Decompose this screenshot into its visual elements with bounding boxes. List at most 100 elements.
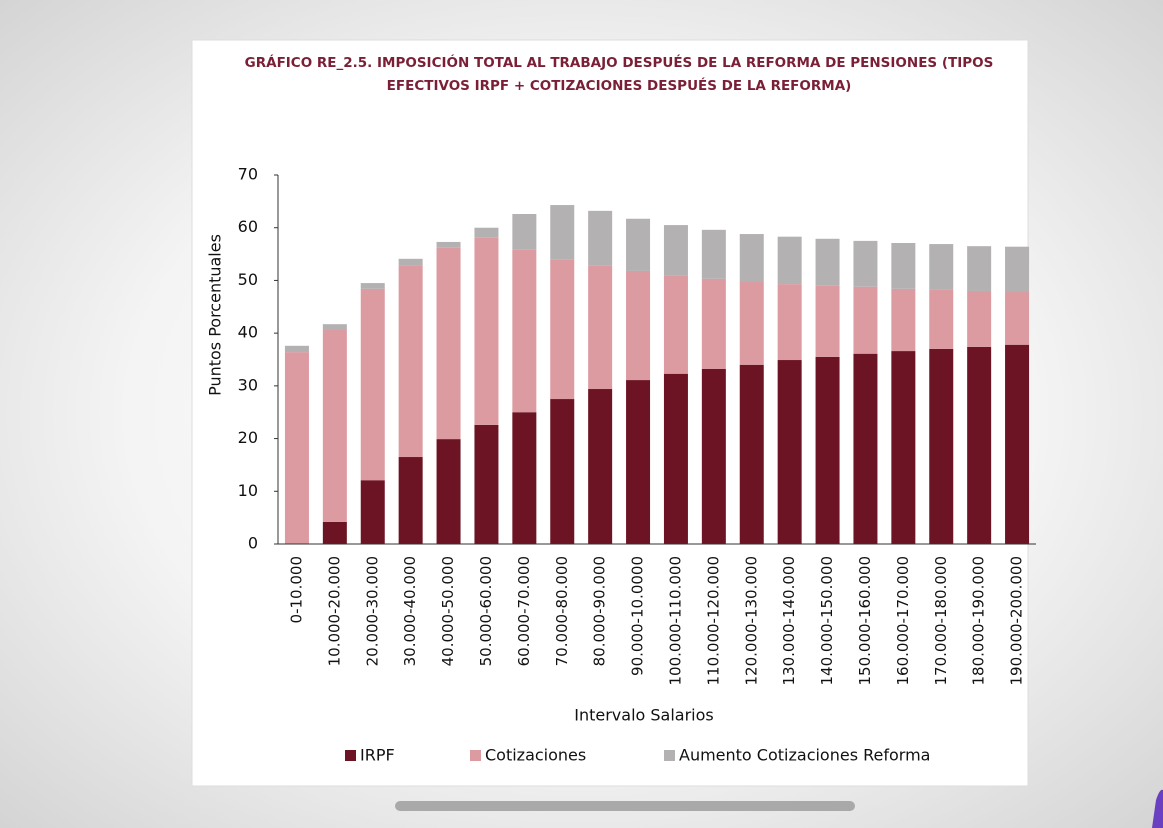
bar-segment [284, 352, 309, 544]
bar-segment [891, 351, 916, 544]
legend-label: Aumento Cotizaciones Reforma [679, 746, 930, 765]
legend-label: IRPF [360, 746, 395, 765]
x-tick-label: 30.000-40.000 [401, 556, 419, 666]
bar-segment [436, 247, 461, 440]
bar-segment [322, 329, 347, 522]
legend-label: Cotizaciones [485, 746, 586, 765]
x-tick-label: 80.000-90.000 [591, 556, 609, 666]
y-tick-label: 40 [238, 323, 258, 342]
bar-segment [853, 240, 878, 287]
bar-segment [474, 227, 499, 238]
bar-segment [739, 234, 764, 283]
legend-swatch [470, 750, 481, 761]
bar-segment [550, 259, 575, 400]
x-tick-label: 100.000-110.000 [666, 556, 684, 685]
bar-segment [777, 284, 802, 361]
bar-segment [739, 364, 764, 544]
bar-segment [550, 205, 575, 260]
x-tick-label: 150.000-160.000 [856, 556, 874, 685]
x-tick-label: 130.000-140.000 [780, 556, 798, 685]
bar-segment [398, 457, 423, 544]
corner-decoration [1152, 789, 1163, 828]
bar-segment [1005, 246, 1030, 293]
y-tick-label: 50 [238, 270, 258, 289]
bar-segment [701, 278, 726, 369]
y-axis-title: Puntos Porcentuales [206, 234, 225, 396]
x-tick-label: 20.000-30.000 [363, 556, 381, 666]
bar-segment [512, 249, 537, 413]
bar-segment [815, 285, 840, 357]
x-tick-label: 10.000-20.000 [325, 556, 343, 666]
bar-segment [588, 210, 613, 266]
bar-segment [967, 290, 992, 347]
bar-segment [739, 282, 764, 365]
scrollbar[interactable] [395, 801, 855, 811]
y-tick-label: 30 [238, 375, 258, 394]
x-tick-label: 110.000-120.000 [704, 556, 722, 685]
y-tick-label: 60 [238, 217, 258, 236]
x-tick-label: 190.000-200.000 [1008, 556, 1026, 685]
bar-segment [967, 346, 992, 544]
x-tick-label: 120.000-130.000 [742, 556, 760, 685]
bar-segment [929, 244, 954, 290]
bar-segment [929, 289, 954, 349]
x-tick-label: 140.000-150.000 [818, 556, 836, 685]
bar-segment [626, 218, 651, 271]
chart-title: EFECTIVOS IRPF + COTIZACIONES DESPUÉS DE… [387, 77, 852, 94]
y-tick-label: 20 [238, 428, 258, 447]
x-tick-label: 0-10.000 [287, 556, 305, 623]
bar-segment [1005, 292, 1030, 345]
x-axis-title: Intervalo Salarios [574, 706, 714, 725]
bar-segment [777, 360, 802, 544]
x-tick-label: 180.000-190.000 [970, 556, 988, 685]
bar-segment [663, 275, 688, 374]
x-tick-label: 40.000-50.000 [439, 556, 457, 666]
bar-segment [360, 480, 385, 544]
bar-segment [663, 225, 688, 276]
bar-segment [322, 324, 347, 330]
bar-segment [777, 236, 802, 285]
bar-segment [853, 286, 878, 354]
bar-segment [360, 288, 385, 481]
bar-segment [663, 373, 688, 544]
legend-swatch [664, 750, 675, 761]
bar-segment [626, 380, 651, 544]
bar-segment [398, 258, 423, 266]
bar-segment [550, 399, 575, 544]
bar-segment [284, 345, 309, 353]
bar-segment [512, 412, 537, 544]
x-tick-label: 170.000-180.000 [932, 556, 950, 685]
bar-segment [626, 270, 651, 381]
bar-segment [967, 246, 992, 291]
bar-segment [701, 368, 726, 544]
x-tick-label: 160.000-170.000 [894, 556, 912, 685]
bar-segment [588, 265, 613, 390]
bar-segment [512, 214, 537, 250]
bar-segment [360, 283, 385, 289]
y-tick-label: 10 [238, 481, 258, 500]
bar-segment [322, 521, 347, 544]
bar-segment [436, 439, 461, 544]
bar-segment [891, 288, 916, 352]
chart-title: GRÁFICO RE_2.5. IMPOSICIÓN TOTAL AL TRAB… [245, 53, 994, 71]
bar-segment [853, 353, 878, 544]
x-tick-label: 60.000-70.000 [515, 556, 533, 666]
bar-segment [815, 356, 840, 544]
bar-segment [815, 238, 840, 286]
bar-segment [891, 243, 916, 289]
x-tick-label: 90.000-10.0000 [629, 556, 647, 676]
bar-segment [474, 424, 499, 544]
bar-segment [398, 265, 423, 458]
bar-segment [701, 229, 726, 279]
bar-segment [474, 237, 499, 425]
bar-segment [1005, 344, 1030, 544]
x-tick-label: 50.000-60.000 [477, 556, 495, 666]
bar-segment [588, 389, 613, 544]
legend-swatch [345, 750, 356, 761]
bar-segment [436, 241, 461, 248]
bar-segment [929, 348, 954, 544]
y-tick-label: 0 [248, 534, 258, 553]
y-tick-label: 70 [238, 165, 258, 184]
